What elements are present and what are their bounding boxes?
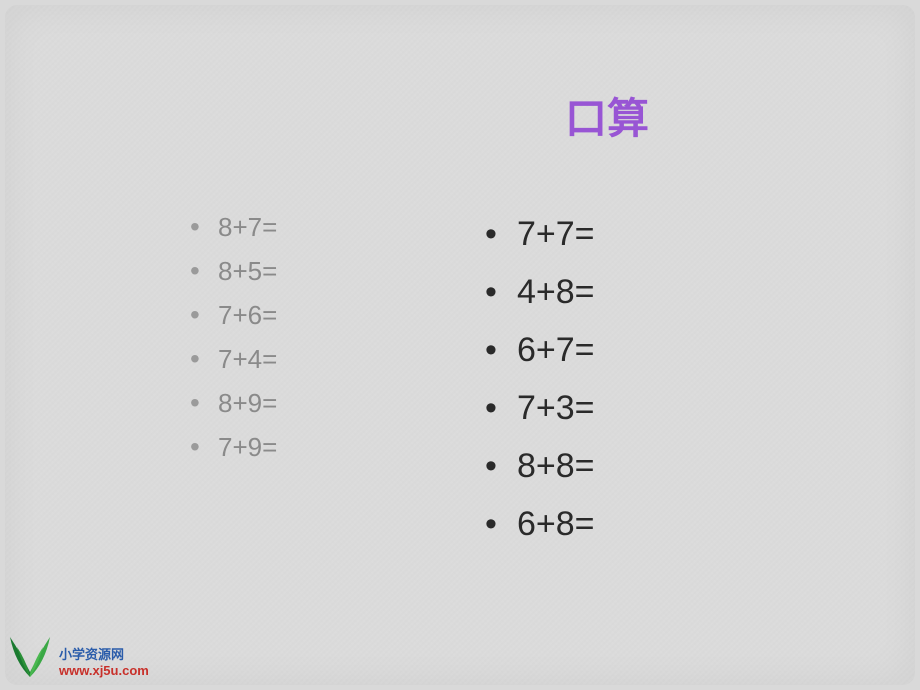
- logo-text-group: 小学资源网 www.xj5u.com: [59, 644, 149, 682]
- equation-item: 8+9=: [190, 381, 277, 425]
- equation-item: 7+3=: [485, 379, 595, 437]
- equation-item: 6+7=: [485, 321, 595, 379]
- right-equation-list: 7+7= 4+8= 6+7= 7+3= 8+8= 6+8=: [485, 205, 595, 553]
- equation-item: 7+9=: [190, 425, 277, 469]
- equation-item: 4+8=: [485, 263, 595, 321]
- equation-item: 8+5=: [190, 249, 277, 293]
- logo-url-domain: xj5u: [92, 663, 118, 678]
- logo-text-cn: 小学资源网: [59, 644, 149, 663]
- equation-item: 8+7=: [190, 205, 277, 249]
- left-equation-list: 8+7= 8+5= 7+6= 7+4= 8+9= 7+9=: [190, 205, 277, 469]
- slide-title: 口算: [565, 85, 649, 146]
- leaf-icon: [5, 627, 55, 682]
- logo-url-prefix: www.: [59, 663, 92, 678]
- equation-item: 6+8=: [485, 495, 595, 553]
- equation-item: 8+8=: [485, 437, 595, 495]
- logo-text-url: www.xj5u.com: [59, 663, 149, 678]
- site-logo: 小学资源网 www.xj5u.com: [5, 627, 149, 682]
- slide-container: 口算 8+7= 8+5= 7+6= 7+4= 8+9= 7+9= 7+7= 4+…: [5, 5, 915, 685]
- equation-item: 7+7=: [485, 205, 595, 263]
- logo-url-suffix: .com: [118, 663, 148, 678]
- equation-item: 7+6=: [190, 293, 277, 337]
- equation-item: 7+4=: [190, 337, 277, 381]
